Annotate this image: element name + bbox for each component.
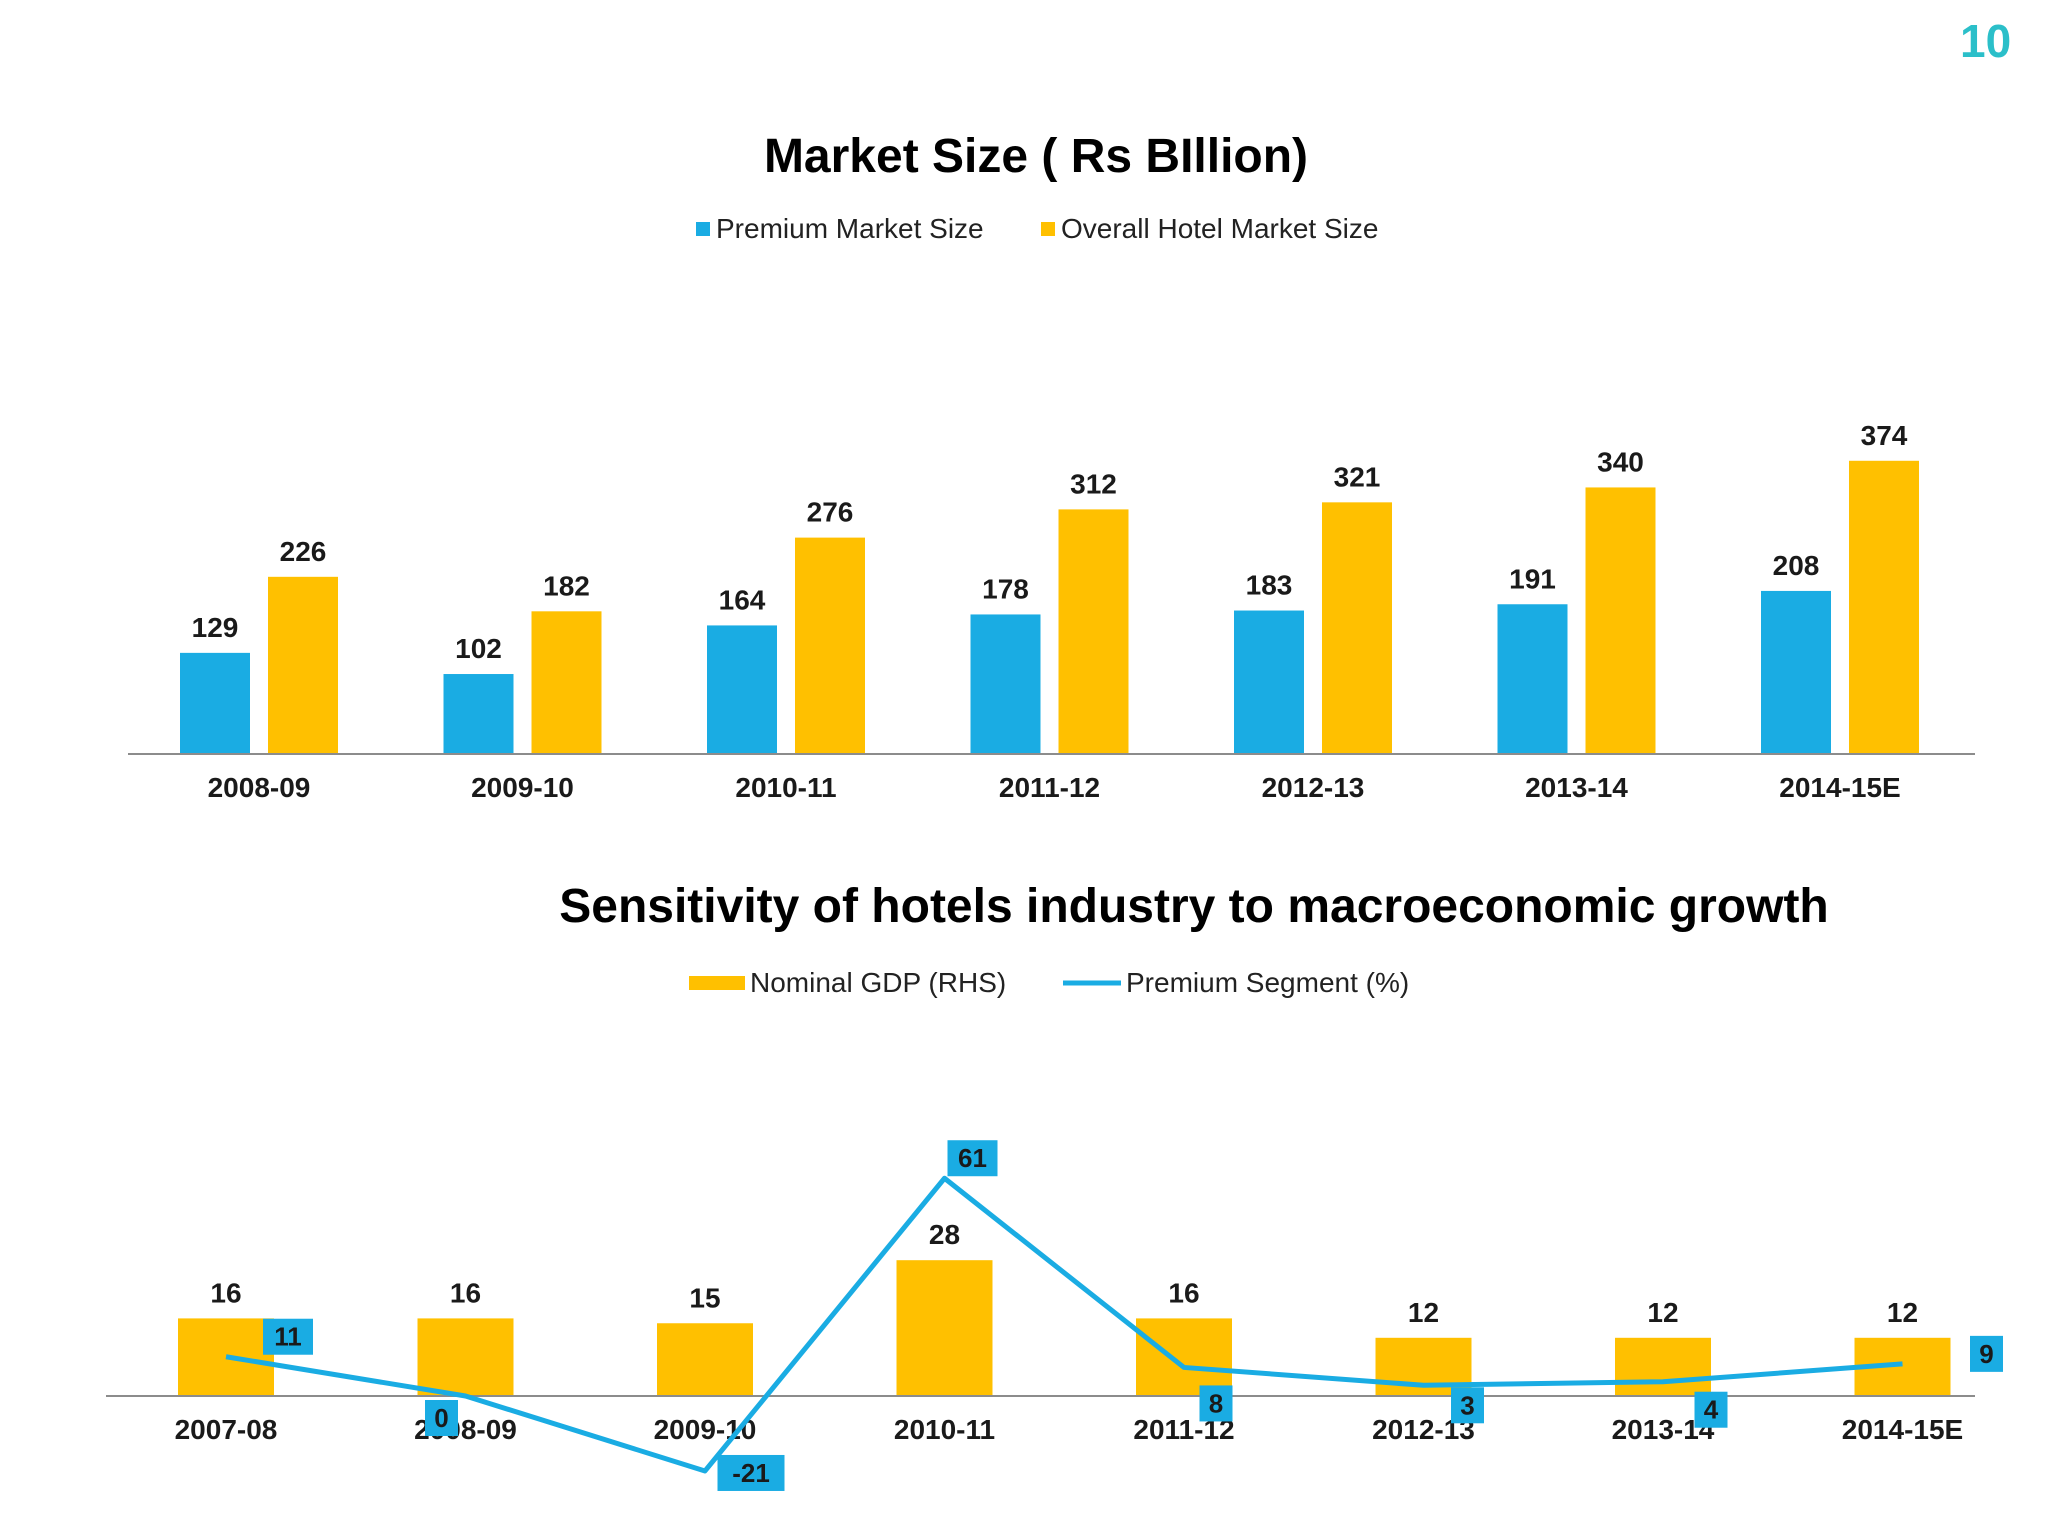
bar-premium-2009-10 xyxy=(443,674,514,754)
bar-premium-2008-09 xyxy=(180,652,250,754)
value-label-overall-2013-14: 340 xyxy=(1597,446,1644,477)
premium-value-label-2013-14: 4 xyxy=(1694,1391,1728,1428)
x-tick-label-2008-09: 2008-09 xyxy=(208,772,311,803)
legend-label-gdp: Nominal GDP (RHS) xyxy=(750,967,1006,998)
value-label-premium-2009-10: 102 xyxy=(455,633,502,664)
sensitivity-legend: Nominal GDP (RHS) Premium Segment (%) xyxy=(689,967,1409,998)
premium-value-text: 3 xyxy=(1460,1390,1474,1420)
value-label-overall-2010-11: 276 xyxy=(807,497,854,528)
bar-overall-2009-10 xyxy=(531,611,602,754)
sensitivity-tick-labels: 2007-08 2008-09 2009-10 2010-11 2011-12 2012-… xyxy=(175,1414,1964,1445)
market-size-bars: 129 226 2008-09 102 182 2009-10 164 276 2010-11 1… xyxy=(180,420,1919,803)
value-label-premium-2010-11: 164 xyxy=(719,584,766,615)
premium-value-box xyxy=(263,1318,313,1355)
premium-value-label-2014-15E: 9 xyxy=(1970,1335,2003,1372)
bar-premium-2011-12 xyxy=(970,614,1041,754)
x-tick-label-2014-15E: 2014-15E xyxy=(1779,772,1900,803)
x-tick-label-2010-11: 2010-11 xyxy=(735,772,836,803)
premium-value-label-2011-12: 8 xyxy=(1199,1385,1233,1422)
premium-value-box xyxy=(1970,1335,2003,1372)
premium-segment-line-group: 11 0 -21 61 8 3 4 9 xyxy=(225,1140,2003,1491)
gdp-value-label-2007-08: 16 xyxy=(210,1277,241,1308)
x-tick-label-2007-08: 2007-08 xyxy=(175,1414,278,1445)
premium-value-label-2008-09: 0 xyxy=(425,1400,458,1436)
legend-label-premium: Premium Market Size xyxy=(716,213,984,244)
value-label-premium-2012-13: 183 xyxy=(1246,570,1293,601)
premium-value-box xyxy=(717,1454,785,1491)
gdp-bar-2009-10 xyxy=(657,1323,753,1396)
bar-premium-2013-14 xyxy=(1497,604,1568,754)
bar-premium-2012-13 xyxy=(1234,610,1304,754)
gdp-value-label-2014-15E: 12 xyxy=(1887,1297,1918,1328)
gdp-bar-2008-09 xyxy=(417,1318,514,1396)
bar-overall-2012-13 xyxy=(1322,502,1392,754)
premium-value-box xyxy=(1199,1385,1233,1422)
legend-label-premium-line: Premium Segment (%) xyxy=(1126,967,1409,998)
gdp-value-label-2009-10: 15 xyxy=(689,1282,720,1313)
x-tick-label-2014-15E: 2014-15E xyxy=(1842,1414,1963,1445)
gdp-bar-2011-12 xyxy=(1136,1318,1232,1396)
premium-value-text: 61 xyxy=(958,1143,987,1173)
bar-overall-2013-14 xyxy=(1585,487,1656,754)
bar-overall-2008-09 xyxy=(268,576,338,754)
x-tick-label-2009-10: 2009-10 xyxy=(471,772,574,803)
legend-swatch-premium xyxy=(696,222,710,236)
premium-value-label-2010-11: 61 xyxy=(947,1140,998,1177)
gdp-value-label-2008-09: 16 xyxy=(450,1277,481,1308)
page-number: 10 xyxy=(1960,15,2012,67)
gdp-value-label-2010-11: 28 xyxy=(929,1219,960,1250)
bar-overall-2014-15E xyxy=(1849,460,1919,754)
value-label-premium-2014-15E: 208 xyxy=(1773,550,1820,581)
premium-value-text: 8 xyxy=(1209,1388,1223,1418)
premium-value-text: 9 xyxy=(1979,1339,1993,1369)
premium-value-text: 0 xyxy=(434,1403,448,1433)
gdp-value-label-2011-12: 16 xyxy=(1168,1277,1199,1308)
gdp-value-label-2012-13: 12 xyxy=(1408,1297,1439,1328)
bar-premium-2014-15E xyxy=(1761,590,1831,754)
x-tick-label-2012-13: 2012-13 xyxy=(1262,772,1365,803)
gdp-bar-2013-14 xyxy=(1615,1337,1711,1396)
premium-segment-line xyxy=(225,1175,1903,1474)
premium-value-label-2012-13: 3 xyxy=(1451,1387,1484,1424)
bar-overall-2011-12 xyxy=(1058,509,1129,754)
value-label-overall-2011-12: 312 xyxy=(1070,468,1117,499)
premium-value-text: 4 xyxy=(1704,1395,1719,1425)
market-size-chart: Market Size ( Rs BIllion) Premium Market… xyxy=(128,130,1975,803)
premium-value-box xyxy=(1694,1391,1728,1428)
gdp-bars: 16 16 15 28 16 12 12 12 xyxy=(178,1219,1951,1396)
value-label-overall-2014-15E: 374 xyxy=(1861,420,1908,451)
premium-value-box xyxy=(947,1140,998,1177)
bar-premium-2010-11 xyxy=(707,625,777,754)
legend-swatch-overall xyxy=(1041,222,1055,236)
value-label-premium-2008-09: 129 xyxy=(192,612,239,643)
premium-value-label-2009-10: -21 xyxy=(717,1454,785,1491)
sensitivity-title: Sensitivity of hotels industry to macroe… xyxy=(559,880,1829,933)
value-label-premium-2011-12: 178 xyxy=(982,573,1029,604)
legend-swatch-gdp xyxy=(689,976,745,990)
gdp-bar-2010-11 xyxy=(896,1260,993,1396)
premium-value-text: 11 xyxy=(274,1322,302,1352)
x-tick-label-2010-11: 2010-11 xyxy=(894,1414,995,1445)
value-label-premium-2013-14: 191 xyxy=(1509,563,1556,594)
legend-label-overall: Overall Hotel Market Size xyxy=(1061,213,1378,244)
sensitivity-chart: Sensitivity of hotels industry to macroe… xyxy=(106,880,2003,1491)
gdp-value-label-2013-14: 12 xyxy=(1647,1297,1678,1328)
value-label-overall-2009-10: 182 xyxy=(543,570,590,601)
value-label-overall-2012-13: 321 xyxy=(1334,461,1381,492)
premium-value-label-2007-08: 11 xyxy=(263,1318,313,1355)
bar-overall-2010-11 xyxy=(795,537,865,754)
premium-value-box xyxy=(1451,1387,1484,1424)
market-size-legend: Premium Market Size Overall Hotel Market… xyxy=(696,213,1378,244)
value-label-overall-2008-09: 226 xyxy=(280,536,327,567)
premium-value-box xyxy=(425,1400,458,1436)
premium-value-text: -21 xyxy=(732,1458,770,1488)
market-size-title: Market Size ( Rs BIllion) xyxy=(764,130,1308,183)
x-tick-label-2011-12: 2011-12 xyxy=(999,772,1100,803)
x-tick-label-2013-14: 2013-14 xyxy=(1525,772,1628,803)
